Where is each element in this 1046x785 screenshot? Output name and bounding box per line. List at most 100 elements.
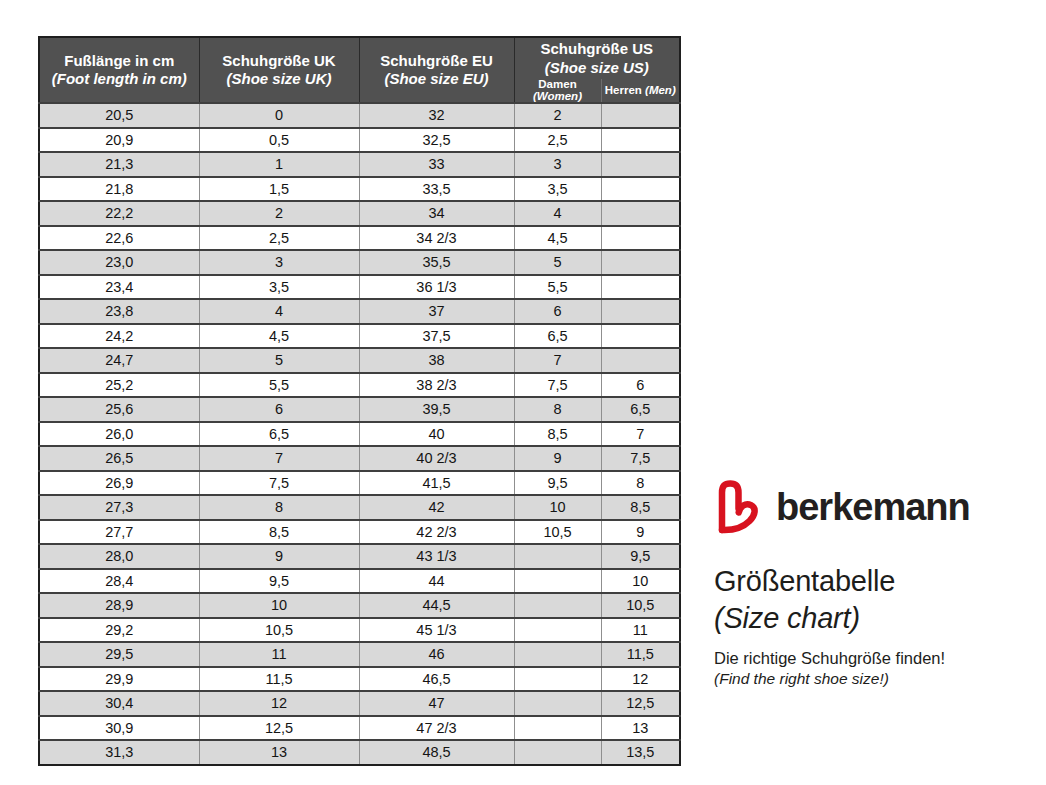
table-row: 26,97,541,59,58 xyxy=(39,471,680,496)
size-cell xyxy=(601,103,680,128)
size-cell: 6 xyxy=(601,373,680,398)
header-uk-de: Schuhgröße UK xyxy=(200,52,359,70)
size-cell: 20,9 xyxy=(39,128,199,153)
table-row: 28,49,54410 xyxy=(39,569,680,594)
size-cell: 7,5 xyxy=(601,446,680,471)
size-cell: 10 xyxy=(514,495,601,520)
tagline: Die richtige Schuhgröße finden! (Find th… xyxy=(714,648,945,689)
header-eu-de: Schuhgröße EU xyxy=(360,52,514,70)
size-cell: 11,5 xyxy=(601,642,680,667)
table-row: 22,22344 xyxy=(39,201,680,226)
table-row: 26,5740 2/397,5 xyxy=(39,446,680,471)
table-row: 20,50322 xyxy=(39,103,680,128)
size-cell: 33 xyxy=(359,152,514,177)
size-cell: 48,5 xyxy=(359,740,514,765)
size-cell: 44 xyxy=(359,569,514,594)
size-cell: 41,5 xyxy=(359,471,514,496)
logo-row: berkemann xyxy=(713,479,970,534)
size-cell: 9 xyxy=(514,446,601,471)
size-cell: 5,5 xyxy=(199,373,359,398)
size-cell: 26,0 xyxy=(39,422,199,447)
size-cell: 9,5 xyxy=(514,471,601,496)
header-us-women: Damen (Women) xyxy=(514,79,601,103)
page-title: Größentabelle (Size chart) xyxy=(714,563,895,637)
size-cell: 32 xyxy=(359,103,514,128)
size-cell: 11 xyxy=(199,642,359,667)
brand-block: berkemann xyxy=(713,479,970,534)
table-row: 28,91044,510,5 xyxy=(39,593,680,618)
table-row: 28,0943 1/39,5 xyxy=(39,544,680,569)
size-cell: 9 xyxy=(199,544,359,569)
size-cell: 0 xyxy=(199,103,359,128)
size-cell xyxy=(514,544,601,569)
size-cell: 5,5 xyxy=(514,275,601,300)
size-cell: 7,5 xyxy=(199,471,359,496)
size-cell: 5 xyxy=(514,250,601,275)
header-foot-length-de: Fußlänge in cm xyxy=(40,52,199,70)
size-cell: 5 xyxy=(199,348,359,373)
table-row: 25,25,538 2/37,56 xyxy=(39,373,680,398)
table-row: 22,62,534 2/34,5 xyxy=(39,226,680,251)
header-us-en: (Shoe size US) xyxy=(515,59,680,77)
size-cell xyxy=(601,250,680,275)
size-cell: 47 xyxy=(359,691,514,716)
size-cell: 42 xyxy=(359,495,514,520)
size-cell: 9,5 xyxy=(199,569,359,594)
size-cell: 30,9 xyxy=(39,716,199,741)
size-cell: 13,5 xyxy=(601,740,680,765)
size-cell xyxy=(514,593,601,618)
size-cell: 2 xyxy=(199,201,359,226)
size-cell xyxy=(514,740,601,765)
size-cell: 46,5 xyxy=(359,667,514,692)
size-cell xyxy=(601,348,680,373)
header-uk-en: (Shoe size UK) xyxy=(200,70,359,88)
size-cell: 7,5 xyxy=(514,373,601,398)
table-row: 24,24,537,56,5 xyxy=(39,324,680,349)
size-cell: 25,6 xyxy=(39,397,199,422)
table-row: 23,0335,55 xyxy=(39,250,680,275)
size-cell: 12 xyxy=(199,691,359,716)
header-us-de: Schuhgröße US xyxy=(515,40,680,58)
size-cell: 8,5 xyxy=(514,422,601,447)
size-cell: 12,5 xyxy=(601,691,680,716)
header-uk: Schuhgröße UK (Shoe size UK) xyxy=(199,37,359,103)
table-body: 20,5032220,90,532,52,521,3133321,81,533,… xyxy=(39,103,680,765)
size-conversion-table: Fußlänge in cm (Foot length in cm) Schuh… xyxy=(38,36,681,766)
table-row: 30,912,547 2/313 xyxy=(39,716,680,741)
size-cell xyxy=(601,226,680,251)
size-cell: 21,3 xyxy=(39,152,199,177)
size-cell: 38 xyxy=(359,348,514,373)
size-cell: 7 xyxy=(601,422,680,447)
size-cell: 40 2/3 xyxy=(359,446,514,471)
size-cell: 7 xyxy=(199,446,359,471)
size-cell xyxy=(601,152,680,177)
size-cell: 30,4 xyxy=(39,691,199,716)
size-cell: 35,5 xyxy=(359,250,514,275)
tagline-de: Die richtige Schuhgröße finden! xyxy=(714,648,945,669)
size-cell: 32,5 xyxy=(359,128,514,153)
size-cell: 26,5 xyxy=(39,446,199,471)
table-row: 29,210,545 1/311 xyxy=(39,618,680,643)
size-cell: 47 2/3 xyxy=(359,716,514,741)
table-row: 29,911,546,512 xyxy=(39,667,680,692)
size-cell: 11,5 xyxy=(199,667,359,692)
size-cell: 1 xyxy=(199,152,359,177)
size-cell: 46 xyxy=(359,642,514,667)
size-cell: 10,5 xyxy=(601,593,680,618)
size-cell: 27,3 xyxy=(39,495,199,520)
size-cell xyxy=(601,275,680,300)
size-cell xyxy=(514,716,601,741)
table-row: 29,5114611,5 xyxy=(39,642,680,667)
size-cell: 40 xyxy=(359,422,514,447)
table-row: 26,06,5408,57 xyxy=(39,422,680,447)
size-cell: 1,5 xyxy=(199,177,359,202)
size-cell: 13 xyxy=(199,740,359,765)
size-cell: 34 2/3 xyxy=(359,226,514,251)
size-cell: 43 1/3 xyxy=(359,544,514,569)
size-cell: 13 xyxy=(601,716,680,741)
size-cell: 33,5 xyxy=(359,177,514,202)
size-cell: 37 xyxy=(359,299,514,324)
size-cell: 8,5 xyxy=(601,495,680,520)
table-row: 21,81,533,53,5 xyxy=(39,177,680,202)
size-cell: 28,0 xyxy=(39,544,199,569)
